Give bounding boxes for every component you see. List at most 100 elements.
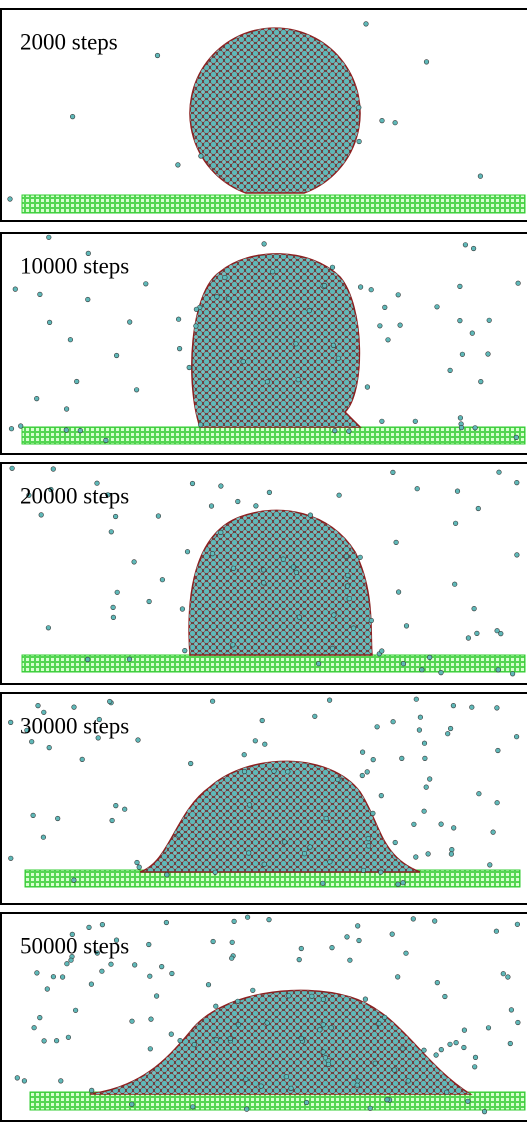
vapor-atom	[111, 605, 116, 610]
vapor-atom	[230, 940, 235, 945]
vapor-atom	[371, 811, 376, 816]
vapor-atom	[219, 484, 224, 489]
vapor-atom	[432, 919, 437, 924]
vapor-atom	[495, 628, 500, 633]
vapor-atom	[330, 646, 335, 651]
vapor-atom	[391, 719, 396, 724]
vapor-atom	[360, 750, 365, 755]
vapor-atom	[85, 657, 90, 662]
vapor-atom	[177, 833, 182, 838]
vapor-atom	[439, 670, 444, 675]
vapor-atom	[147, 942, 152, 947]
vapor-atom	[8, 720, 13, 725]
vapor-atom	[360, 773, 365, 778]
vapor-atom	[455, 489, 460, 494]
vapor-atom	[114, 353, 119, 358]
vapor-atom	[321, 881, 326, 886]
vapor-atom	[229, 956, 234, 961]
vapor-atom	[299, 946, 304, 951]
substrate	[22, 655, 525, 672]
vapor-atom	[132, 963, 137, 968]
vapor-atom	[51, 467, 56, 472]
vapor-atom	[358, 285, 363, 290]
vapor-atom	[107, 699, 112, 704]
vapor-atom	[344, 554, 349, 559]
vapor-atom	[454, 1040, 459, 1045]
vapor-atom	[423, 756, 428, 761]
vapor-atom	[472, 1065, 477, 1070]
vapor-atom	[450, 847, 455, 852]
vapor-atom	[472, 606, 477, 611]
vapor-atom	[422, 1048, 427, 1053]
vapor-atom	[194, 324, 199, 329]
vapor-atom	[254, 504, 259, 509]
vapor-atom	[267, 917, 272, 922]
vapor-atom	[458, 284, 463, 289]
vapor-atom	[396, 882, 401, 887]
vapor-atom	[34, 396, 39, 401]
vapor-atom	[236, 1022, 241, 1027]
vapor-atom	[516, 1020, 521, 1025]
vapor-atom	[496, 668, 501, 673]
vapor-atom	[155, 53, 160, 58]
vapor-atom	[491, 830, 496, 835]
vapor-atom	[453, 521, 458, 526]
vapor-atom	[176, 317, 181, 322]
vapor-atom	[357, 139, 362, 144]
substrate	[22, 195, 525, 213]
vapor-atom	[396, 293, 401, 298]
vapor-atom	[51, 974, 56, 979]
vapor-atom	[448, 726, 453, 731]
vapor-atom	[231, 566, 236, 571]
vapor-atom	[487, 318, 492, 323]
vapor-atom	[78, 428, 83, 433]
vapor-atom	[515, 553, 520, 558]
vapor-atom	[289, 1086, 294, 1091]
vapor-atom	[10, 466, 15, 471]
vapor-atom	[357, 938, 362, 943]
vapor-atom	[65, 961, 70, 966]
vapor-atom	[398, 323, 403, 328]
substrate	[22, 427, 525, 444]
vapor-atom	[165, 872, 170, 877]
vapor-atom	[38, 1015, 43, 1020]
vapor-atom	[361, 868, 366, 873]
vapor-atom	[209, 504, 214, 509]
vapor-atom	[486, 1026, 491, 1031]
vapor-atom	[458, 318, 463, 323]
vapor-atom	[462, 1045, 467, 1050]
vapor-atom	[265, 379, 270, 384]
vapor-atom	[355, 1083, 360, 1088]
vapor-atom	[422, 809, 427, 814]
vapor-atom	[422, 741, 427, 746]
vapor-atom	[199, 154, 204, 159]
vapor-atom	[477, 791, 482, 796]
vapor-atom	[401, 880, 406, 885]
vapor-atom	[382, 1015, 387, 1020]
vapor-atom	[111, 615, 116, 620]
vapor-atom	[508, 1041, 513, 1046]
figure: 2000 steps10000 steps20000 steps30000 st…	[0, 0, 527, 1122]
vapor-atom	[286, 769, 291, 774]
vapor-atom	[424, 60, 429, 65]
vapor-atom	[148, 1047, 153, 1052]
vapor-atom	[294, 342, 299, 347]
vapor-atom	[294, 570, 299, 575]
vapor-atom	[385, 1097, 390, 1102]
vapor-atom	[47, 745, 52, 750]
vapor-atom	[187, 365, 192, 370]
vapor-atom	[377, 1021, 382, 1026]
step-label: 2000 steps	[20, 29, 118, 54]
vapor-atom	[89, 982, 94, 987]
vapor-atom	[368, 1106, 373, 1111]
vapor-atom	[427, 655, 432, 660]
vapor-atom	[515, 480, 520, 485]
vapor-atom	[378, 324, 383, 329]
snapshot-panel: 20000 steps	[0, 462, 527, 685]
vapor-atom	[9, 856, 14, 861]
vapor-atom	[380, 118, 385, 123]
vapor-atom	[364, 22, 369, 27]
vapor-atom	[400, 756, 405, 761]
vapor-atom	[262, 242, 267, 247]
vapor-atom	[413, 419, 418, 424]
